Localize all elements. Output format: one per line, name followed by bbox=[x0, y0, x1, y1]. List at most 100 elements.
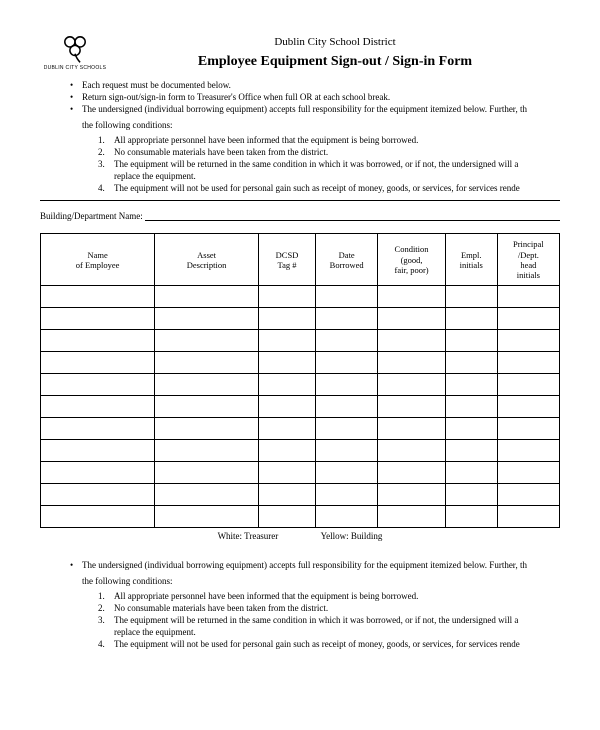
condition-text: No consumable materials have been taken … bbox=[114, 147, 328, 157]
table-cell[interactable] bbox=[497, 308, 559, 330]
table-cell[interactable] bbox=[378, 286, 445, 308]
table-cell[interactable] bbox=[445, 440, 497, 462]
table-cell[interactable] bbox=[445, 418, 497, 440]
table-cell[interactable] bbox=[258, 440, 315, 462]
table-cell[interactable] bbox=[378, 506, 445, 528]
table-cell[interactable] bbox=[445, 286, 497, 308]
table-cell[interactable] bbox=[497, 352, 559, 374]
table-cell[interactable] bbox=[378, 330, 445, 352]
table-cell[interactable] bbox=[445, 396, 497, 418]
table-cell[interactable] bbox=[378, 396, 445, 418]
table-cell[interactable] bbox=[445, 484, 497, 506]
condition-text: replace the equipment. bbox=[114, 627, 196, 637]
table-cell[interactable] bbox=[258, 352, 315, 374]
table-cell[interactable] bbox=[316, 352, 378, 374]
table-cell[interactable] bbox=[497, 506, 559, 528]
table-cell[interactable] bbox=[258, 330, 315, 352]
table-cell[interactable] bbox=[378, 374, 445, 396]
table-cell[interactable] bbox=[41, 352, 155, 374]
table-cell[interactable] bbox=[497, 330, 559, 352]
table-cell[interactable] bbox=[258, 506, 315, 528]
table-cell[interactable] bbox=[316, 374, 378, 396]
table-cell[interactable] bbox=[155, 374, 259, 396]
table-cell[interactable] bbox=[258, 484, 315, 506]
table-cell[interactable] bbox=[316, 506, 378, 528]
table-cell[interactable] bbox=[445, 330, 497, 352]
instruction-item: Each request must be documented below. bbox=[70, 79, 560, 91]
table-cell[interactable] bbox=[497, 462, 559, 484]
table-cell[interactable] bbox=[316, 462, 378, 484]
table-cell[interactable] bbox=[155, 440, 259, 462]
table-cell[interactable] bbox=[41, 330, 155, 352]
department-field: Building/Department Name: bbox=[40, 211, 560, 221]
table-cell[interactable] bbox=[155, 418, 259, 440]
table-cell[interactable] bbox=[497, 440, 559, 462]
table-cell[interactable] bbox=[378, 440, 445, 462]
table-cell[interactable] bbox=[258, 374, 315, 396]
col-asset: AssetDescription bbox=[155, 234, 259, 286]
table-cell[interactable] bbox=[41, 374, 155, 396]
table-cell[interactable] bbox=[378, 308, 445, 330]
table-cell[interactable] bbox=[497, 418, 559, 440]
table-cell[interactable] bbox=[378, 462, 445, 484]
table-cell[interactable] bbox=[445, 462, 497, 484]
table-row bbox=[41, 484, 560, 506]
table-cell[interactable] bbox=[316, 308, 378, 330]
table-cell[interactable] bbox=[155, 286, 259, 308]
table-cell[interactable] bbox=[258, 396, 315, 418]
table-cell[interactable] bbox=[445, 352, 497, 374]
table-cell[interactable] bbox=[41, 462, 155, 484]
instruction-item: Return sign-out/sign-in form to Treasure… bbox=[70, 91, 560, 103]
table-row bbox=[41, 396, 560, 418]
table-cell[interactable] bbox=[41, 506, 155, 528]
table-cell[interactable] bbox=[445, 308, 497, 330]
table-cell[interactable] bbox=[378, 484, 445, 506]
table-cell[interactable] bbox=[155, 396, 259, 418]
table-cell[interactable] bbox=[497, 374, 559, 396]
condition-text: replace the equipment. bbox=[114, 171, 196, 181]
table-cell[interactable] bbox=[155, 308, 259, 330]
table-cell[interactable] bbox=[316, 396, 378, 418]
condition-item: 2.No consumable materials have been take… bbox=[98, 146, 560, 158]
condition-text: The equipment will not be used for perso… bbox=[114, 183, 520, 193]
table-row bbox=[41, 286, 560, 308]
table-cell[interactable] bbox=[258, 418, 315, 440]
table-cell[interactable] bbox=[41, 308, 155, 330]
table-cell[interactable] bbox=[316, 286, 378, 308]
header: DUBLIN CITY SCHOOLS Dublin City School D… bbox=[40, 30, 560, 71]
table-cell[interactable] bbox=[445, 374, 497, 396]
table-row bbox=[41, 440, 560, 462]
table-cell[interactable] bbox=[155, 484, 259, 506]
table-cell[interactable] bbox=[445, 506, 497, 528]
col-tag: DCSDTag # bbox=[258, 234, 315, 286]
table-cell[interactable] bbox=[258, 286, 315, 308]
table-cell[interactable] bbox=[258, 462, 315, 484]
table-cell[interactable] bbox=[258, 308, 315, 330]
table-cell[interactable] bbox=[316, 484, 378, 506]
table-row bbox=[41, 462, 560, 484]
table-cell[interactable] bbox=[497, 484, 559, 506]
table-cell[interactable] bbox=[316, 440, 378, 462]
table-cell[interactable] bbox=[41, 440, 155, 462]
table-cell[interactable] bbox=[155, 506, 259, 528]
table-row bbox=[41, 308, 560, 330]
table-cell[interactable] bbox=[41, 396, 155, 418]
table-cell[interactable] bbox=[497, 286, 559, 308]
table-cell[interactable] bbox=[497, 396, 559, 418]
table-cell[interactable] bbox=[378, 352, 445, 374]
table-cell[interactable] bbox=[378, 418, 445, 440]
table-cell[interactable] bbox=[155, 330, 259, 352]
table-cell[interactable] bbox=[41, 286, 155, 308]
table-cell[interactable] bbox=[155, 352, 259, 374]
col-principal-initials: Principal/Dept.headinitials bbox=[497, 234, 559, 286]
table-cell[interactable] bbox=[316, 418, 378, 440]
copy-color-note: White: Treasurer Yellow: Building bbox=[40, 531, 560, 541]
table-cell[interactable] bbox=[41, 418, 155, 440]
form-title: Employee Equipment Sign-out / Sign-in Fo… bbox=[110, 54, 560, 70]
table-cell[interactable] bbox=[316, 330, 378, 352]
table-cell[interactable] bbox=[41, 484, 155, 506]
table-row bbox=[41, 418, 560, 440]
table-row bbox=[41, 352, 560, 374]
department-input-line[interactable] bbox=[145, 211, 560, 221]
table-cell[interactable] bbox=[155, 462, 259, 484]
